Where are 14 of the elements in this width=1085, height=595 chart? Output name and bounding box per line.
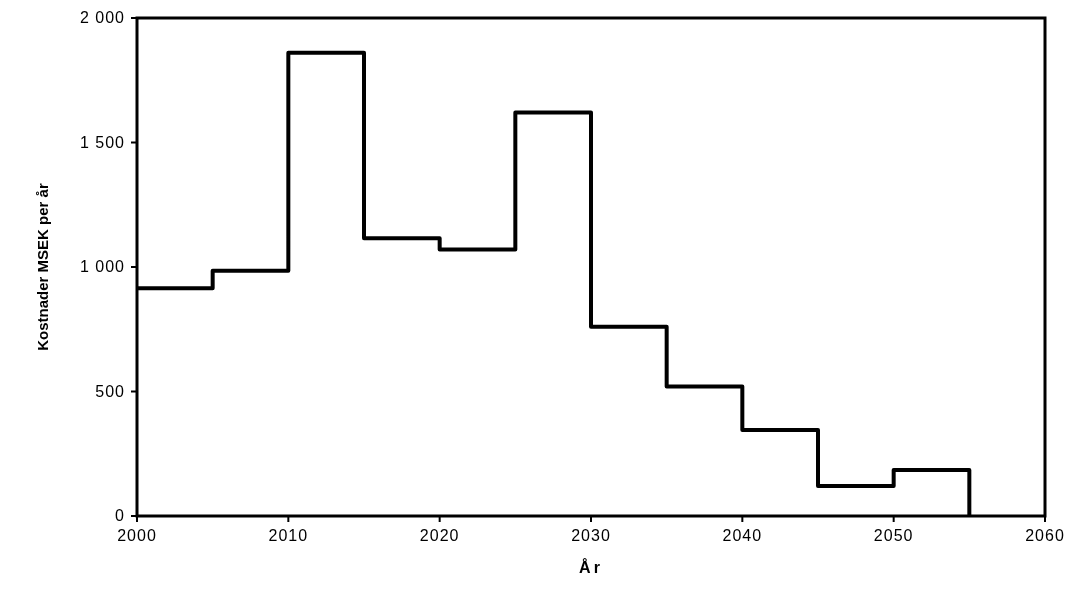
y-tick-label: 1 500 xyxy=(79,133,125,151)
x-axis-title: År xyxy=(579,558,603,576)
y-tick-label: 2 000 xyxy=(79,9,125,26)
y-axis-title: Kostnader MSEK per år xyxy=(34,183,51,351)
y-tick-label: 1 000 xyxy=(79,258,125,275)
x-tick-label: 2050 xyxy=(873,527,914,544)
x-tick-label: 2040 xyxy=(722,527,763,544)
x-tick-label: 2010 xyxy=(268,527,309,544)
y-tick-label: 0 xyxy=(115,507,125,524)
x-tick-label: 2030 xyxy=(571,527,611,544)
x-tick-label: 2000 xyxy=(117,527,157,544)
x-tick-label: 2060 xyxy=(1025,527,1065,544)
x-tick-label: 2020 xyxy=(419,527,460,544)
y-tick-label: 500 xyxy=(95,382,125,400)
